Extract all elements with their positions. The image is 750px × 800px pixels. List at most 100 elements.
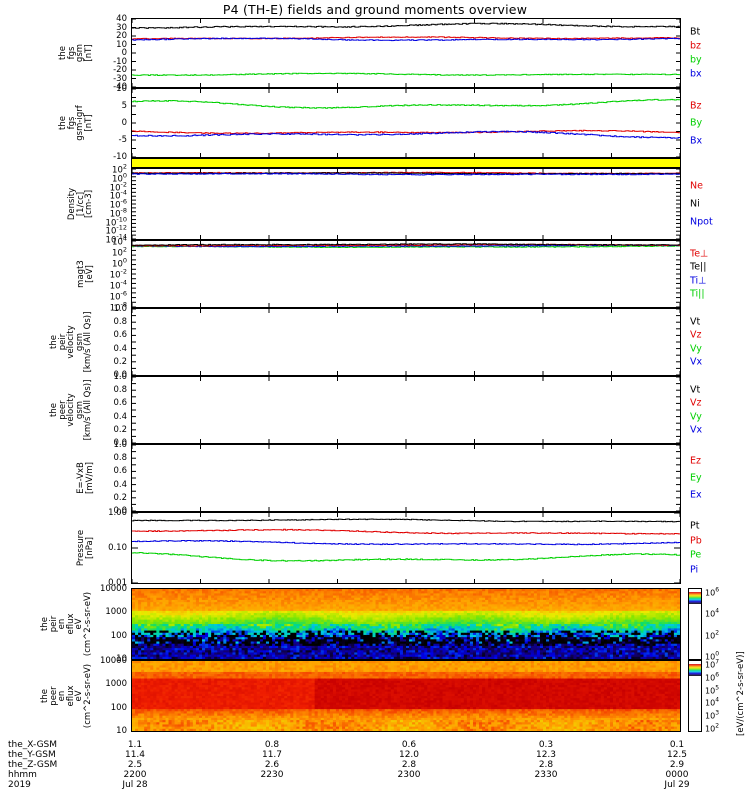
colorbar-gradient	[689, 664, 701, 677]
colorbar-tick-label: 104	[705, 697, 720, 708]
legend-label-Npot: Npot	[690, 216, 713, 228]
panel-canvas-peer-velocity	[132, 377, 680, 443]
x-axis-value: 0.3	[538, 740, 554, 750]
x-axis-value: 2330	[534, 770, 558, 780]
legend-label-Pi: Pi	[690, 564, 699, 576]
legend-label-Vy: Vy	[690, 343, 702, 355]
colorbar-tick-label: 100	[705, 650, 720, 662]
panel-fgs-gsm	[131, 18, 681, 88]
y-tick-label: 10-12	[105, 223, 127, 237]
y-tick-label: 0.10	[108, 543, 127, 553]
panel-canvas-peir-velocity	[132, 309, 680, 375]
colorbar-tick-label: 102	[705, 722, 720, 734]
y-tick-label: 10-4	[109, 278, 127, 292]
x-axis-value: 11.7	[261, 750, 283, 760]
colorbar-gradient	[689, 592, 701, 605]
legend-label-Vx: Vx	[690, 424, 703, 436]
colorbar-tick-label: 102	[705, 629, 720, 640]
y-tick-label: 0.8	[113, 317, 127, 328]
legend-label-Pt: Pt	[690, 520, 700, 532]
y-tick-label: 1000	[105, 679, 127, 690]
colorbar-cb-peir	[688, 588, 702, 660]
legend-label-Vx: Vx	[690, 356, 703, 368]
y-tick-label: 0.4	[113, 411, 127, 422]
x-axis-value: 12.5	[666, 750, 688, 760]
y-tick-label: 5	[121, 101, 127, 111]
legend-label-Vt: Vt	[690, 384, 701, 396]
y-axis-title-peer-en-eflux: the peer en eflux eV (cm^2-s-sr-eV)	[40, 660, 93, 732]
y-tick-label: 0.2	[113, 424, 127, 435]
y-tick-label: 104	[112, 234, 127, 248]
x-axis-value: 2200	[123, 770, 147, 780]
y-tick-label: 40	[116, 14, 127, 24]
panel-peer-velocity	[131, 376, 681, 444]
y-tick-label: 10000	[99, 656, 127, 666]
legend-label-Vz: Vz	[690, 329, 702, 341]
panel-peer-en-eflux	[131, 660, 681, 732]
y-tick-label: 30	[116, 22, 127, 33]
y-tick-label: 10	[116, 84, 127, 94]
panel-canvas-efield	[132, 445, 680, 511]
x-axis-row-label-theYGSM: the_Y-GSM	[8, 750, 56, 760]
legend-label-Ni: Ni	[690, 198, 700, 210]
y-tick-label: 0.01	[108, 578, 127, 588]
colorbar-cb-peer	[688, 660, 702, 732]
x-axis-value: 0.6	[401, 740, 417, 750]
x-axis-value: 1.1	[127, 740, 143, 750]
panel-efield	[131, 444, 681, 512]
y-tick-label: 0	[121, 48, 127, 58]
colorbar-tick-label: 106	[705, 671, 720, 683]
colorbar-tick-label: 105	[705, 684, 720, 695]
y-tick-label: 100	[110, 630, 127, 641]
y-tick-label: 0.0	[113, 438, 127, 448]
x-axis-value: 0000	[665, 770, 689, 780]
y-tick-label: 100	[112, 256, 127, 270]
legend-label-Vz: Vz	[690, 397, 702, 409]
x-axis-value: 2.8	[401, 760, 417, 770]
x-axis-value: 11.4	[124, 750, 146, 760]
y-tick-label: 102	[112, 162, 127, 176]
colorbar-tick-label: 107	[705, 658, 720, 670]
x-axis-value: 0.1	[669, 740, 685, 750]
legend-label-by: by	[690, 54, 702, 66]
y-tick-label: 1000	[105, 607, 127, 618]
y-tick-label: -10	[113, 152, 127, 162]
x-axis-value: 2230	[260, 770, 284, 780]
panel-magt3	[131, 240, 681, 308]
y-tick-label: 10	[116, 39, 127, 50]
x-axis-value: 2.8	[538, 760, 554, 770]
y-tick-label: -30	[113, 73, 127, 84]
y-tick-label: 10-14	[105, 232, 127, 246]
legend-label-Ti: Ti⊥	[690, 275, 707, 287]
y-tick-label: 0.4	[113, 479, 127, 490]
legend-label-Ex: Ex	[690, 489, 702, 501]
panel-canvas-peer-en-eflux	[132, 661, 680, 731]
x-axis-row-label-2019: 2019	[8, 780, 31, 790]
panel-peir-en-eflux	[131, 588, 681, 660]
legend-label-Vt: Vt	[690, 316, 701, 328]
y-tick-label: 10-6	[109, 289, 127, 303]
y-tick-label: 0.2	[113, 492, 127, 503]
panel-canvas-fgs-gsm	[132, 19, 680, 87]
legend-label-Ne: Ne	[690, 180, 703, 192]
y-tick-label: 0.2	[113, 356, 127, 367]
y-tick-label: 0.0	[113, 506, 127, 516]
legend-label-Bt: Bt	[690, 26, 701, 38]
y-tick-label: 10-8	[109, 206, 127, 220]
panel-canvas-pressure	[132, 513, 680, 583]
colorbar-tick-label: 103	[705, 709, 720, 721]
legend-label-By: By	[690, 117, 703, 129]
colorbar-axis-title: [eV/(cm^2-s-sr-eV)]	[736, 651, 746, 736]
x-axis-value: Jul 29	[664, 780, 690, 790]
legend-label-Bx: Bx	[690, 135, 703, 146]
legend-label-Te: Te⊥	[690, 248, 709, 260]
x-axis-value: 2.6	[264, 760, 280, 770]
panel-canvas-magt3	[132, 241, 680, 307]
y-tick-label: 10-4	[109, 188, 127, 202]
x-axis-row-label-hhmm: hhmm	[8, 770, 37, 780]
x-axis-row-label-theZGSM: the_Z-GSM	[8, 760, 58, 770]
y-axis-title-line: (cm^2-s-sr-eV)	[82, 591, 93, 657]
x-axis-value: Jul 28	[122, 780, 148, 790]
y-tick-label: 0.6	[113, 466, 127, 477]
legend-label-Bz: Bz	[690, 100, 702, 111]
